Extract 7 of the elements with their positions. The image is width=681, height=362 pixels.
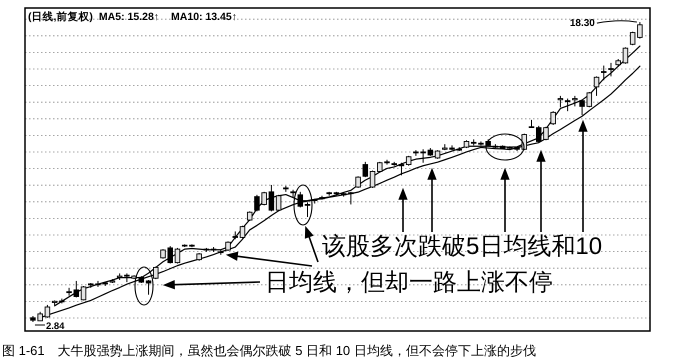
annotation: MA10: 13.45↑ <box>171 11 237 23</box>
annotation: MA5: 15.28↑ <box>98 11 160 23</box>
annotation: 该股多次跌破5日均线和10日均线，但却一路上涨不停 <box>265 233 602 296</box>
caption: 图 1-61 大牛股强势上涨期间，虽然也会偶尔跌破 5 日和 10 日均线，但不会停下上涨的步伐 <box>2 343 536 358</box>
annotation: 2.84 <box>46 321 66 332</box>
annotation: 18.30 <box>570 18 596 30</box>
chart-title: (日线,前复权) <box>28 10 93 23</box>
